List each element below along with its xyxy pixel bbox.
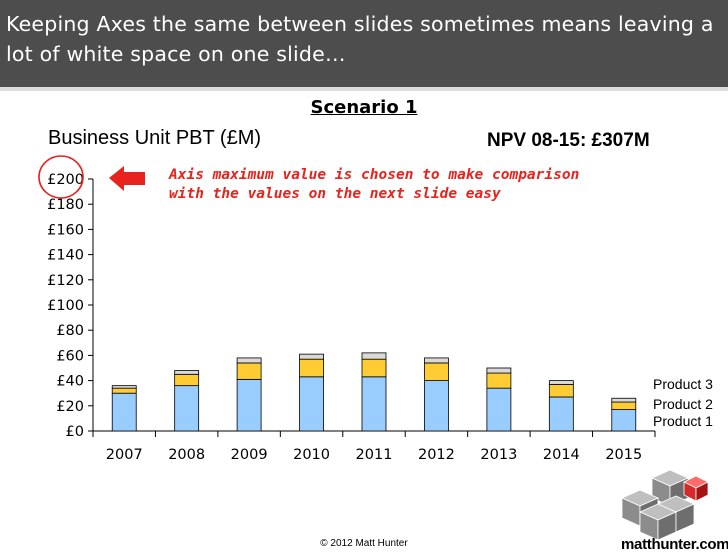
bar-product-1 [111,392,137,432]
bar-product-1 [486,387,512,432]
y-tick-label: £20 [56,399,84,415]
bar-product-2 [486,372,512,389]
x-tick-label: 2007 [106,447,143,463]
bar-product-3 [548,380,574,385]
bar-product-2 [548,383,574,398]
x-tick-label: 2013 [480,447,517,463]
chart-title: Business Unit PBT (£M) [48,127,262,149]
y-tick-label: £60 [56,348,84,364]
scenario-label: Scenario 1 [310,97,418,118]
y-tick-label: £160 [47,222,84,238]
x-tick-label: 2011 [356,447,393,463]
x-tick-label: 2009 [231,447,268,463]
bar-product-3 [361,352,387,360]
x-tick-label: 2015 [605,447,642,463]
legend-label: Product 2 [653,396,713,412]
y-tick-label: £100 [47,298,84,314]
bar-product-1 [361,376,387,432]
x-tick-label: 2010 [293,447,330,463]
axis-annotation: Axis maximum value is chosen to make com… [169,167,580,202]
bar-product-3 [299,353,324,360]
y-tick-label: £120 [47,273,84,289]
logo-text: matthunter.com [621,536,728,553]
bar-product-3 [236,357,262,364]
y-tick-label: £140 [47,248,84,264]
npv-label: NPV 08-15: £307M [487,130,650,151]
cube-logo-icon [621,469,709,541]
y-tick-label: £80 [56,323,84,339]
x-tick-label: 2008 [168,447,205,463]
slide-title: Keeping Axes the same between slides som… [6,12,714,66]
bar-product-2 [111,387,137,394]
bar-product-3 [424,357,449,364]
bar-product-3 [174,370,200,375]
y-tick-label: £0 [66,424,84,440]
bar-product-2 [424,362,449,381]
bar-product-1 [611,409,637,432]
legend-label: Product 3 [653,376,713,392]
bar-product-3 [111,385,137,389]
bar-product-2 [611,401,637,410]
legend-label: Product 1 [653,413,713,429]
y-tick-label: £200 [47,172,84,188]
bar-product-1 [424,380,449,432]
x-tick-label: 2012 [418,447,455,463]
y-tick-label: £180 [47,197,84,213]
bar-product-3 [611,397,637,403]
red-arrow-icon [109,166,145,191]
bar-product-2 [174,373,200,387]
bar-product-1 [236,378,262,432]
bar-product-2 [299,358,324,378]
bar-product-1 [548,396,574,432]
labels-layer: £0 £20 £40 £60 £80 £100 £120 £140 £160 £180 £200 20… [47,172,713,463]
bar-product-3 [486,367,512,374]
bar-product-1 [299,376,324,432]
copyright-footer: © 2012 Matt Hunter [320,538,408,549]
bar-product-1 [174,385,200,432]
x-tick-label: 2014 [543,447,580,463]
slide-header: Keeping Axes the same between slides som… [0,0,728,91]
bars-layer [111,352,637,432]
y-tick-label: £40 [56,374,84,390]
bar-product-2 [236,362,262,380]
bar-product-2 [361,358,387,378]
axis-max-highlight-circle [38,155,84,199]
